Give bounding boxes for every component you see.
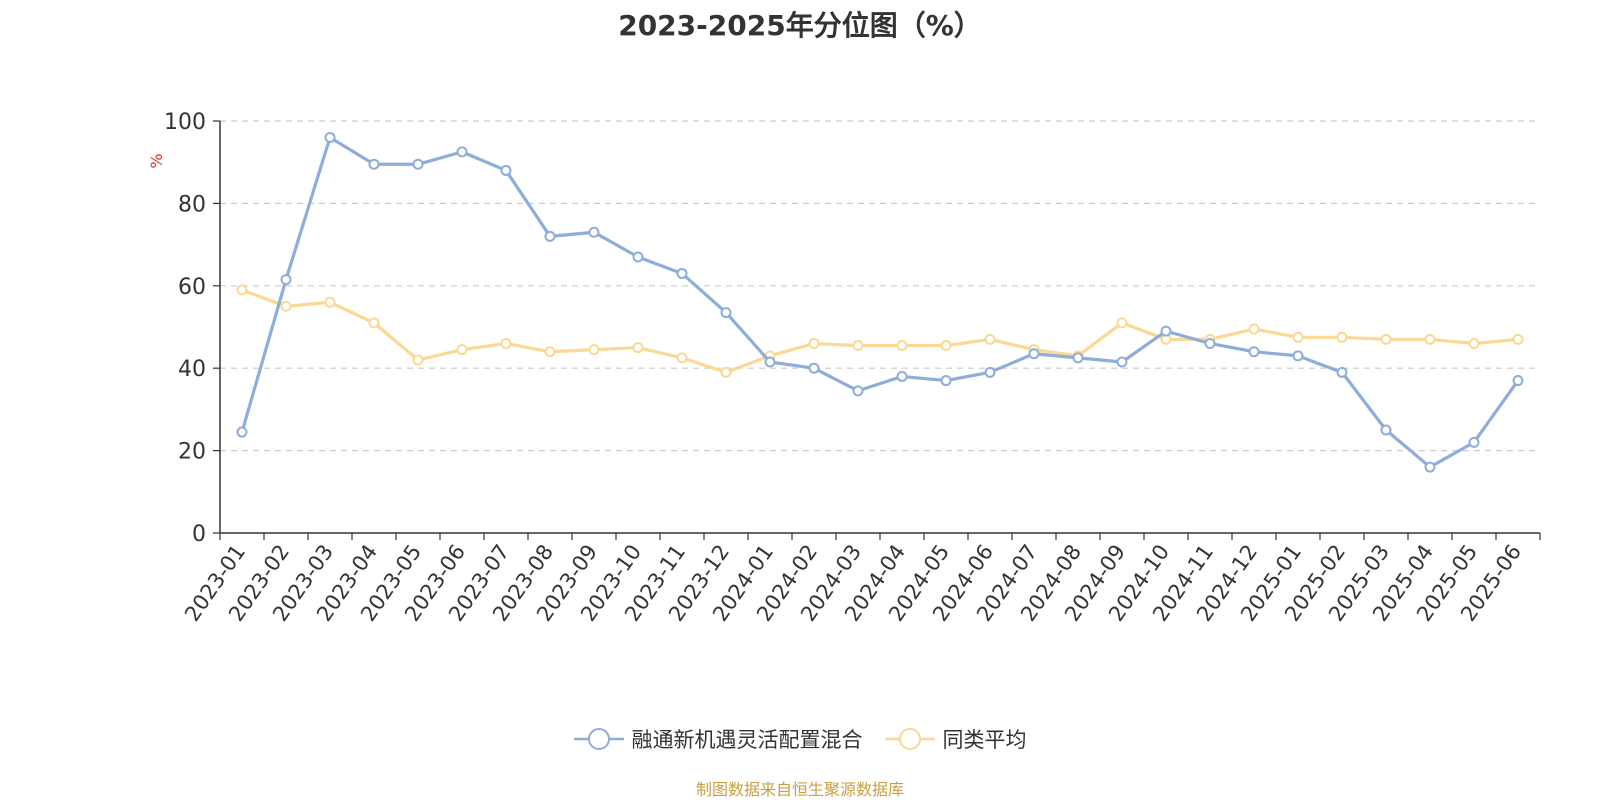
data-point[interactable] <box>1292 331 1304 343</box>
y-tick-label: 60 <box>178 275 206 300</box>
y-tick-label: 20 <box>178 440 206 465</box>
data-point[interactable] <box>1160 325 1172 337</box>
legend-label-series-2: 同类平均 <box>942 728 1027 752</box>
data-point[interactable] <box>368 317 380 329</box>
data-point[interactable] <box>632 342 644 354</box>
y-tick-labels: 0 20 40 60 80 100 <box>164 110 206 547</box>
y-tick-label: 100 <box>164 110 206 135</box>
data-point[interactable] <box>236 284 248 296</box>
data-point[interactable] <box>940 340 952 352</box>
data-point[interactable] <box>1028 348 1040 360</box>
data-point[interactable] <box>280 274 292 286</box>
y-tick-label: 0 <box>192 522 206 547</box>
data-point[interactable] <box>236 426 248 438</box>
x-tick-labels: 2023-012023-022023-032023-042023-052023-… <box>180 540 1526 626</box>
data-point[interactable] <box>456 344 468 356</box>
data-point[interactable] <box>1116 317 1128 329</box>
data-point[interactable] <box>984 333 996 345</box>
data-point[interactable] <box>764 356 776 368</box>
data-point[interactable] <box>1292 350 1304 362</box>
legend-label-series-1: 融通新机遇灵活配置混合 <box>631 728 863 752</box>
data-point[interactable] <box>1204 337 1216 349</box>
data-point[interactable] <box>1512 333 1524 345</box>
data-point[interactable] <box>984 366 996 378</box>
data-point[interactable] <box>456 146 468 158</box>
data-point[interactable] <box>1468 337 1480 349</box>
data-point[interactable] <box>324 131 336 143</box>
legend-item-series-2[interactable]: 同类平均 <box>884 724 1027 754</box>
data-point[interactable] <box>588 226 600 238</box>
data-point[interactable] <box>1336 366 1348 378</box>
series-line-2 <box>241 288 1519 374</box>
data-point[interactable] <box>720 307 732 319</box>
data-point[interactable] <box>676 267 688 279</box>
data-point[interactable] <box>1336 331 1348 343</box>
data-point[interactable] <box>1512 375 1524 387</box>
data-point[interactable] <box>412 158 424 170</box>
data-point[interactable] <box>544 230 556 242</box>
legend-marker-series-2 <box>884 728 935 750</box>
data-point[interactable] <box>720 366 732 378</box>
chart-title: 2023-2025年分位图（%） <box>618 9 982 42</box>
source-note: 制图数据来自恒生聚源数据库 <box>695 780 904 799</box>
legend-marker-series-1 <box>573 728 624 750</box>
y-axis-unit-label: % <box>147 153 166 168</box>
series <box>236 131 1524 473</box>
y-tick-label: 80 <box>178 192 206 217</box>
data-point[interactable] <box>544 346 556 358</box>
data-point[interactable] <box>588 344 600 356</box>
data-point[interactable] <box>1424 333 1436 345</box>
data-point[interactable] <box>412 354 424 366</box>
data-point[interactable] <box>368 158 380 170</box>
data-point[interactable] <box>1072 352 1084 364</box>
data-point[interactable] <box>676 352 688 364</box>
data-point[interactable] <box>896 340 908 352</box>
data-point[interactable] <box>632 251 644 263</box>
grid-lines <box>220 120 1540 452</box>
data-point[interactable] <box>808 337 820 349</box>
legend-item-series-1[interactable]: 融通新机遇灵活配置混合 <box>573 724 863 754</box>
data-point[interactable] <box>1380 333 1392 345</box>
data-point[interactable] <box>324 296 336 308</box>
series-line-1 <box>240 135 1520 469</box>
data-point[interactable] <box>1380 424 1392 436</box>
data-point[interactable] <box>808 362 820 374</box>
data-point[interactable] <box>280 300 292 312</box>
data-point[interactable] <box>1424 461 1436 473</box>
data-point[interactable] <box>940 375 952 387</box>
legend: 融通新机遇灵活配置混合 同类平均 <box>0 724 1600 754</box>
data-point[interactable] <box>500 164 512 176</box>
data-point[interactable] <box>1116 356 1128 368</box>
data-point[interactable] <box>1468 436 1480 448</box>
data-point[interactable] <box>896 370 908 382</box>
data-point[interactable] <box>1248 346 1260 358</box>
y-tick-label: 40 <box>178 357 206 382</box>
axes <box>213 120 1541 540</box>
data-point[interactable] <box>1248 323 1260 335</box>
data-point[interactable] <box>852 340 864 352</box>
data-point[interactable] <box>500 337 512 349</box>
data-point[interactable] <box>852 385 864 397</box>
